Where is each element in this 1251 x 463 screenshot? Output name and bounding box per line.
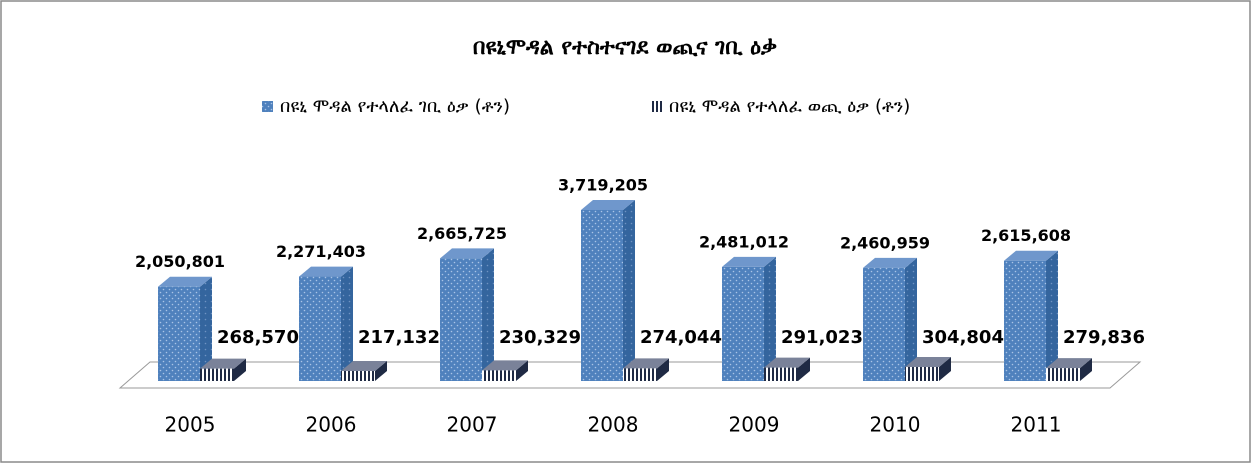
legend-label: በዩኒ ሞዳል የተላለፈ ወጪ ዕቃ (ቶን) [669,96,910,117]
x-tick-label: 2009 [729,413,780,437]
bar-side [798,357,810,381]
bar [1046,358,1092,381]
bar-front [905,366,939,381]
bar-top [863,257,917,268]
legend-swatch [651,101,662,112]
bar-front [482,370,516,381]
bar [482,360,528,381]
bar-top [341,361,387,372]
data-label: 2,665,725 [417,224,507,243]
bar-side [482,248,494,381]
data-label: 268,570 [217,327,299,348]
x-tick-label: 2007 [447,413,498,437]
bar-side [905,257,917,381]
chart-title: በዩኒሞዳል የተስተናገደ ወጪና ገቢ ዕቃ [473,35,777,60]
bar-side [623,200,635,381]
bar-side [375,361,387,381]
bar-side [939,356,951,381]
x-tick-label: 2011 [1011,413,1062,437]
x-tick-label: 2006 [306,413,357,437]
bar [863,257,917,381]
data-label: 217,132 [358,327,440,348]
bar-front [440,258,482,381]
data-label: 279,836 [1063,327,1145,348]
bar-top [299,266,353,277]
data-label: 2,271,403 [276,242,366,261]
data-label: 2,050,801 [135,252,225,271]
data-label: 2,615,608 [981,226,1071,245]
bar-front [200,368,234,381]
x-tick-label: 2005 [165,413,216,437]
bar-side [200,276,212,381]
bar [299,266,353,381]
bar-top [581,200,635,210]
bar [905,356,951,381]
bar-top [764,357,810,368]
bar [341,361,387,381]
bar [1004,250,1058,381]
bar-side [341,266,353,381]
bar-front [863,267,905,381]
bar-front [581,210,623,381]
bar-front [764,367,798,381]
bar-top [1046,358,1092,369]
data-label: 230,329 [499,327,581,348]
bar-top [440,248,494,259]
data-label: 304,804 [922,327,1004,348]
bar [764,357,810,381]
data-label: 3,719,205 [558,176,648,195]
bar-side [764,256,776,381]
bar-top [158,276,212,287]
bar-top [200,358,246,369]
bar-side [1046,250,1058,381]
bar-front [623,368,657,381]
legend-label: በዩኒ ሞዳል የተላለፈ ገቢ ዕቃ (ቶን) [280,96,510,117]
x-tick-label: 2008 [588,413,639,437]
data-label: 291,023 [781,327,863,348]
bar-front [1004,260,1046,381]
bar-side [516,360,528,381]
data-label: 2,481,012 [699,232,789,251]
bar-top [1004,250,1058,261]
bar-front [299,276,341,381]
bar [581,200,635,381]
bar-top [722,256,776,267]
bar-front [341,371,375,381]
bar [200,358,246,381]
bar-front [1046,368,1080,381]
bar-front [722,266,764,381]
bar-side [657,358,669,381]
bar [722,256,776,381]
bar [623,358,669,381]
bar-side [234,358,246,381]
bar-top [482,360,528,371]
data-label: 2,460,959 [840,233,930,252]
bar-top [623,358,669,369]
bar [158,276,212,381]
bar-front [158,286,200,381]
x-tick-label: 2010 [870,413,921,437]
legend-swatch [262,101,273,112]
bar-top [905,356,951,367]
data-label: 274,044 [640,327,722,348]
bar-side [1080,358,1092,381]
bar [440,248,494,381]
